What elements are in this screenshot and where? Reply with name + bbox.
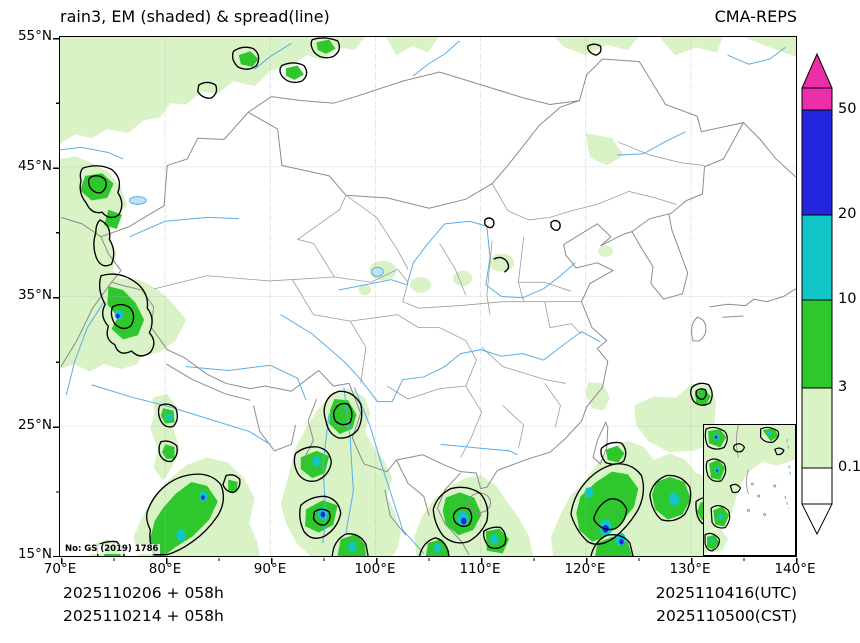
colorbar-arrow-up [801,52,833,89]
map-frame: No: GS (2019) 1786 [59,36,797,557]
rivers [60,41,785,554]
map-canvas [60,37,796,556]
colorbar-seg-green [801,299,833,389]
inset-precip-heavy [710,431,772,543]
inset-dash-line [784,439,792,509]
colorbar-tick-label: 3 [838,379,848,395]
colorbar-tick-label: 10 [838,291,857,307]
colorbar-seg-magenta [801,87,833,111]
colorbar-arrow-down [801,503,833,536]
colorbar [801,52,833,536]
colorbar-seg-blue [801,109,833,216]
valid-time-utc: 2025110416(UTC) [655,584,797,602]
inset-coastlines [735,424,777,516]
x-axis-label: 140°E [774,561,816,577]
x-axis-label: 70°E [43,561,77,577]
page-title: rain3, EM (shaded) & spread(line) [60,7,330,26]
x-axis-label: 80°E [148,561,182,577]
colorbar-tick-label: 0.1 [838,459,860,475]
x-axis-label: 130°E [669,561,711,577]
country-borders [61,59,796,555]
colorbar-seg-lightgreen [801,387,833,469]
province-borders [155,142,705,457]
map-approval-number: No: GS (2019) 1786 [63,544,161,554]
inset-spread-contours [704,426,785,552]
y-axis-label: 55°N [17,28,52,44]
precip-shading-light [60,37,796,556]
y-axis-major-ticks [53,37,59,557]
valid-time-cst: 2025110500(CST) [656,607,797,625]
x-axis-label: 110°E [459,561,501,577]
colorbar-tick-label: 20 [838,206,857,222]
x-axis-label: 120°E [564,561,606,577]
y-axis-label: 45°N [17,157,52,174]
south-china-sea-inset [703,424,796,556]
run-time-cst: 2025110214 + 058h [63,607,224,625]
x-axis-label: 100°E [354,561,396,577]
run-time-utc: 2025110206 + 058h [63,584,224,602]
x-axis-major-ticks [60,557,798,564]
y-axis-label: 25°N [17,416,52,433]
colorbar-seg-white [801,467,833,505]
colorbar-tick-label: 50 [838,101,857,117]
x-axis-label: 90°E [253,561,287,577]
y-axis-label: 15°N [17,546,52,562]
colorbar-seg-cyan [801,214,833,301]
product-label: CMA-REPS [714,7,797,26]
y-axis-label: 35°N [17,287,52,303]
inset-canvas [704,424,795,553]
